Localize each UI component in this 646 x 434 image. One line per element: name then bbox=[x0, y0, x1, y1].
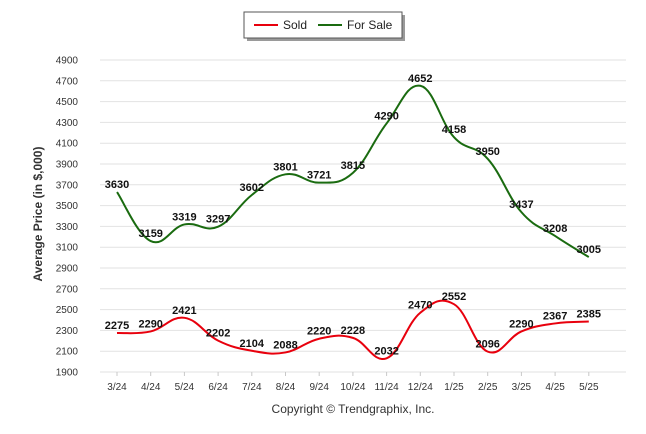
data-label-sold: 2290 bbox=[138, 318, 162, 330]
y-tick-label: 4700 bbox=[56, 76, 79, 87]
data-label-sold: 2088 bbox=[273, 339, 297, 351]
x-tick-label: 3/24 bbox=[107, 382, 127, 393]
gridlines bbox=[100, 59, 626, 373]
data-label-sold: 2202 bbox=[206, 328, 230, 340]
x-tick-label: 7/24 bbox=[242, 382, 262, 393]
data-label-for-sale: 3005 bbox=[577, 244, 601, 256]
y-tick-label: 2900 bbox=[56, 264, 79, 275]
data-label-sold: 2104 bbox=[240, 338, 265, 350]
x-tick-label: 8/24 bbox=[276, 382, 296, 393]
x-tick-label: 10/24 bbox=[340, 382, 365, 393]
y-tick-label: 4900 bbox=[56, 56, 79, 67]
legend: Sold For Sale bbox=[243, 11, 405, 41]
data-label-for-sale: 4290 bbox=[374, 110, 398, 122]
x-tick-label: 5/24 bbox=[175, 382, 195, 393]
data-label-for-sale: 3437 bbox=[509, 199, 533, 211]
x-tick-label: 3/25 bbox=[512, 382, 532, 393]
data-label-sold: 2275 bbox=[105, 320, 129, 332]
data-label-for-sale: 3159 bbox=[138, 228, 162, 240]
data-label-for-sale: 4158 bbox=[442, 124, 466, 136]
y-axis-ticks: 1900 2100 2300 2500 2700 2900 3100 3300 3500 3700… bbox=[56, 56, 79, 379]
data-label-sold: 2385 bbox=[577, 309, 601, 321]
x-axis-ticks: 3/24 4/24 5/24 6/24 7/24 8/24 9/24 10/24 11/24 12… bbox=[107, 372, 599, 393]
y-tick-label: 2500 bbox=[56, 305, 79, 316]
data-label-for-sale: 3630 bbox=[105, 179, 129, 191]
series-lines bbox=[116, 84, 590, 360]
data-label-sold: 2096 bbox=[475, 339, 499, 351]
x-tick-label: 1/25 bbox=[444, 382, 464, 393]
x-tick-label: 2/25 bbox=[478, 382, 498, 393]
x-tick-label: 4/25 bbox=[545, 382, 565, 393]
series-line-for-sale bbox=[116, 84, 590, 258]
data-label-sold: 2470 bbox=[408, 300, 432, 312]
x-tick-label: 6/24 bbox=[208, 382, 228, 393]
y-tick-label: 3100 bbox=[56, 243, 79, 254]
legend-label-for-sale: For Sale bbox=[347, 18, 393, 32]
y-tick-label: 4500 bbox=[56, 97, 79, 108]
data-label-sold: 2220 bbox=[307, 326, 331, 338]
legend-label-sold: Sold bbox=[283, 18, 307, 32]
series-line-sold bbox=[116, 299, 589, 360]
x-tick-label: 5/25 bbox=[579, 382, 599, 393]
data-label-sold: 2552 bbox=[442, 291, 466, 303]
data-label-for-sale: 3721 bbox=[307, 170, 331, 182]
data-label-for-sale: 3319 bbox=[172, 211, 196, 223]
data-label-for-sale: 3801 bbox=[273, 161, 297, 173]
x-tick-label: 4/24 bbox=[141, 382, 161, 393]
y-tick-label: 3300 bbox=[56, 222, 79, 233]
data-label-for-sale: 3602 bbox=[240, 182, 264, 194]
data-label-for-sale: 3815 bbox=[341, 160, 365, 172]
x-tick-label: 9/24 bbox=[309, 382, 329, 393]
data-label-for-sale: 3208 bbox=[543, 223, 567, 235]
y-tick-label: 3700 bbox=[56, 180, 79, 191]
data-label-for-sale: 3297 bbox=[206, 214, 230, 226]
x-tick-label: 11/24 bbox=[374, 382, 399, 393]
data-label-sold: 2421 bbox=[172, 305, 196, 317]
y-tick-label: 3900 bbox=[56, 160, 79, 171]
data-label-sold: 2290 bbox=[509, 318, 533, 330]
x-tick-label: 12/24 bbox=[408, 382, 433, 393]
data-label-sold: 2367 bbox=[543, 310, 567, 322]
data-labels: 2275 2290 2421 2202 2104 2088 2220 2228 2032 2470… bbox=[105, 73, 601, 357]
y-tick-label: 4300 bbox=[56, 118, 79, 129]
y-tick-label: 2100 bbox=[56, 347, 79, 358]
data-label-sold: 2032 bbox=[374, 345, 398, 357]
data-label-for-sale: 3950 bbox=[475, 146, 499, 158]
y-tick-label: 2700 bbox=[56, 284, 79, 295]
y-tick-label: 3500 bbox=[56, 201, 79, 212]
copyright-note: Copyright © Trendgraphix, Inc. bbox=[272, 402, 435, 416]
data-label-sold: 2228 bbox=[341, 325, 365, 337]
data-label-for-sale: 4652 bbox=[408, 73, 432, 85]
y-tick-label: 2300 bbox=[56, 326, 79, 337]
y-tick-label: 4100 bbox=[56, 139, 79, 150]
y-tick-label: 1900 bbox=[56, 368, 79, 379]
y-axis-title: Average Price (in $,000) bbox=[31, 147, 45, 282]
